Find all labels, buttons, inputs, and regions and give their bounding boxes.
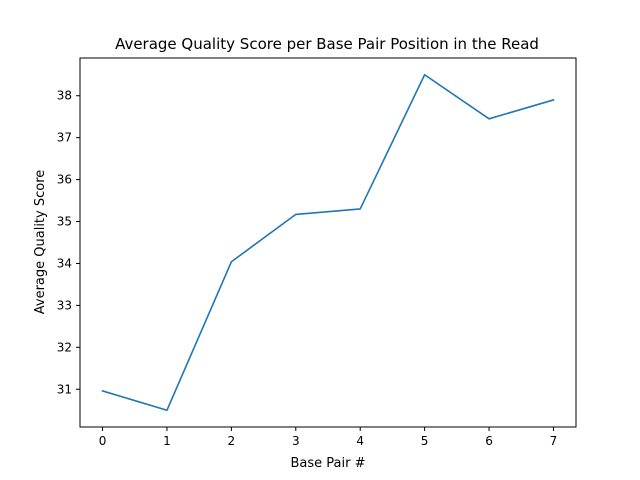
axes-frame [79, 57, 577, 428]
x-tick-label: 1 [163, 434, 171, 448]
y-tick-label: 36 [57, 173, 72, 187]
x-tick-label: 5 [421, 434, 429, 448]
y-axis-label: Average Quality Score [33, 170, 48, 315]
y-tick-label: 32 [57, 340, 72, 354]
plot-area [101, 73, 555, 412]
x-tick-label: 7 [550, 434, 558, 448]
x-tick-label: 4 [356, 434, 364, 448]
y-tick-label: 33 [57, 298, 72, 312]
y-tick-label: 37 [57, 131, 72, 145]
x-tick-label: 0 [99, 434, 107, 448]
x-axis-label: Base Pair # [291, 456, 366, 471]
y-tick-label: 34 [57, 256, 72, 270]
y-tick-label: 31 [57, 382, 72, 396]
series-line [101, 73, 555, 412]
chart-title: Average Quality Score per Base Pair Posi… [115, 35, 539, 53]
x-tick-label: 3 [292, 434, 300, 448]
x-tick-label: 2 [228, 434, 236, 448]
y-tick-label: 38 [57, 89, 72, 103]
x-tick-label: 6 [485, 434, 493, 448]
y-tick-label: 35 [57, 215, 72, 229]
